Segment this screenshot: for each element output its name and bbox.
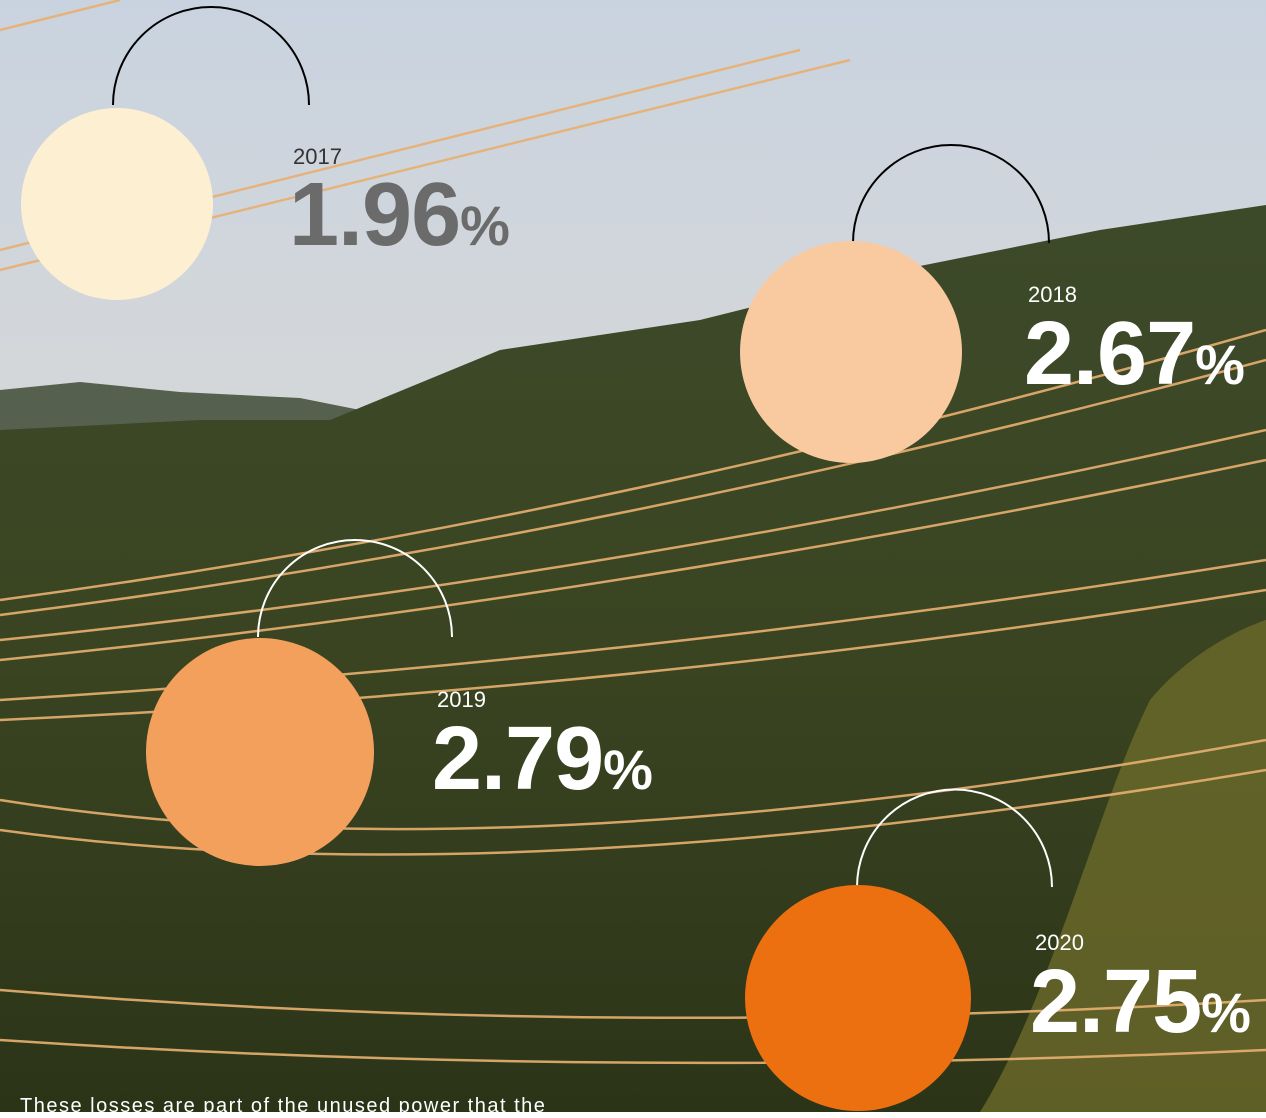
value: 2.75% <box>1030 957 1250 1058</box>
circle <box>21 108 213 300</box>
circle <box>740 241 962 463</box>
unit: % <box>1195 333 1244 396</box>
year: 2018 <box>1028 284 1077 306</box>
circle <box>146 638 374 866</box>
year: 2020 <box>1035 932 1084 954</box>
number: 2.79 <box>432 709 603 809</box>
year: 2019 <box>437 689 486 711</box>
number: 2.75 <box>1030 952 1201 1052</box>
value: 2.79% <box>432 714 652 815</box>
unit: % <box>603 738 652 801</box>
page: {"items": [ {"year": "2017", "value": "1… <box>0 0 1266 1112</box>
value: 1.96% <box>289 170 509 271</box>
unit: % <box>460 194 509 257</box>
unit: % <box>1201 981 1250 1044</box>
number: 2.67 <box>1024 304 1195 404</box>
note-text: These losses are part of the unused powe… <box>20 1095 640 1118</box>
number: 1.96 <box>289 165 460 265</box>
value: 2.67% <box>1024 309 1244 410</box>
circle <box>745 885 971 1111</box>
